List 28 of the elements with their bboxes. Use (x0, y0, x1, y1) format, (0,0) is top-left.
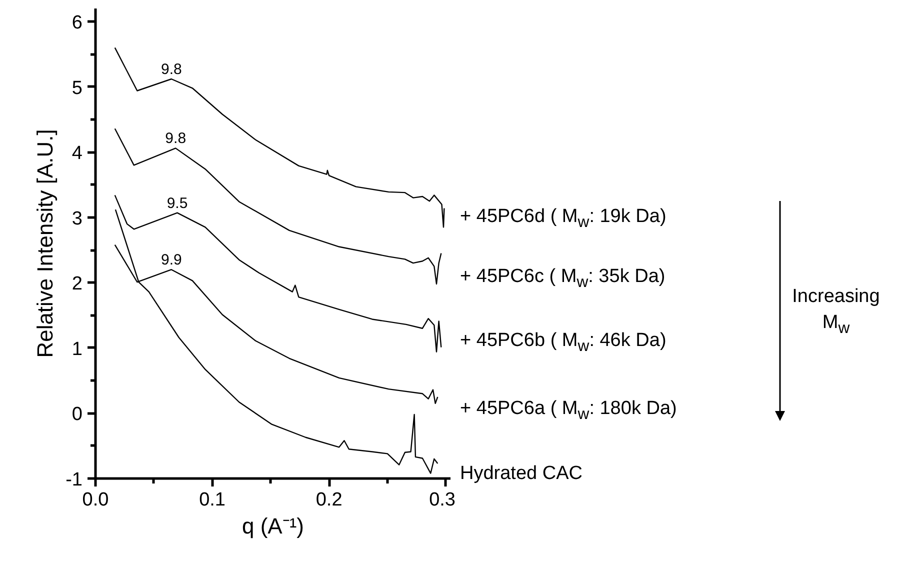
line-series (114, 47, 445, 228)
line-series (114, 128, 442, 285)
y-tick-label: -1 (66, 470, 83, 490)
series-label: + 45PC6a ( M$_{w}$: 180k Da) (460, 397, 677, 425)
y-tick-label: 5 (72, 78, 83, 99)
annotation: 9.8 (165, 130, 186, 148)
y-tick-label: 2 (72, 274, 83, 295)
series-label: + 45PC6d ( M$_{w}$: 19k Da) (460, 205, 666, 233)
x-tick-label: 0.0 (82, 490, 109, 510)
line-series (114, 208, 438, 474)
text: Increasing M$_{w}$ (791, 285, 881, 339)
series-label: Hydrated CAC (460, 462, 582, 486)
y-tick-label: 1 (72, 338, 83, 360)
series-label: + 45PC6c ( M$_{w}$: 35k Da) (460, 265, 666, 293)
y-tick-label: 3 (72, 208, 83, 230)
y-tick-label: 4 (72, 143, 83, 164)
annotation: 9.5 (166, 194, 188, 212)
x-tick-label: 0.1 (199, 490, 226, 510)
series-label: + 45PC6b ( M$_{w}$: 46k Da) (460, 329, 666, 357)
y-axis-title: Relative Intensity [A.U.] (32, 129, 58, 358)
y-tick-label: 0 (72, 404, 83, 426)
x-tick-label: 0.2 (316, 490, 342, 510)
line-series (114, 194, 442, 352)
x-tick-label: 0.3 (429, 490, 456, 510)
x-axis-title: q (A⁻¹) (242, 514, 304, 538)
annotation: 9.9 (160, 252, 182, 269)
y-tick-label: 6 (72, 12, 83, 34)
annotation: 9.8 (160, 61, 182, 78)
